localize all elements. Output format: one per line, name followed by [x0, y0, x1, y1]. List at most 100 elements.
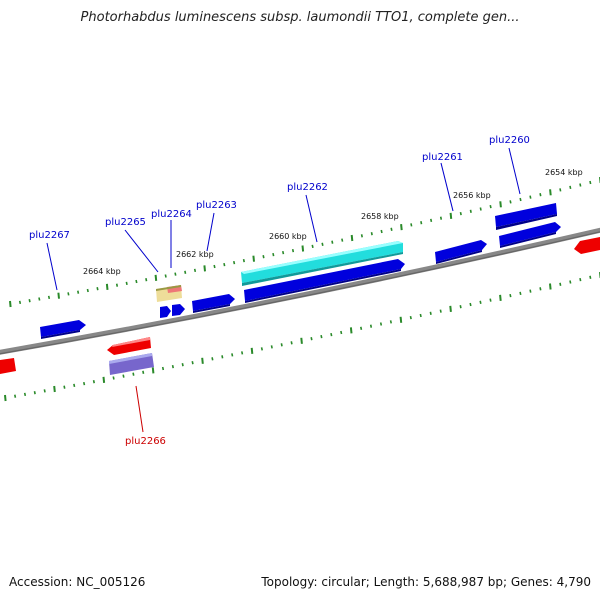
outer-ring-tick — [539, 193, 542, 197]
inner-ring-tick — [419, 313, 422, 318]
outer-ring-tick — [301, 245, 305, 252]
inner-ring-tick — [211, 357, 214, 361]
inner-ring-tick — [449, 305, 452, 312]
gene-plu2260[interactable] — [495, 203, 557, 230]
outer-ring-tick — [341, 238, 344, 242]
outer-ring-tick — [174, 272, 177, 276]
inner-ring-tick — [201, 357, 204, 364]
gene-label-plu2265[interactable]: plu2265 — [105, 217, 146, 228]
inner-ring-tick — [539, 287, 542, 291]
outer-ring-tick — [47, 295, 51, 300]
inner-ring-tick — [181, 363, 184, 367]
outer-ring-tick — [125, 281, 128, 286]
inner-ring-tick — [489, 298, 492, 302]
inner-ring-tick — [389, 320, 392, 324]
outer-ring-tick — [272, 252, 275, 257]
gene-plu2264[interactable] — [160, 304, 185, 318]
inner-ring-tick — [320, 334, 323, 339]
outer-ring-tick — [559, 188, 562, 192]
inner-ring-tick — [300, 337, 303, 344]
inner-ring-tick — [112, 376, 115, 380]
inner-ring-tick — [589, 275, 592, 279]
inner-ring-tick — [409, 315, 412, 320]
outer-ring-tick — [499, 201, 502, 208]
gene-reverse-red-1[interactable] — [107, 337, 151, 355]
gene-label-plu2264[interactable]: plu2264 — [151, 209, 192, 220]
outer-ring-tick — [370, 232, 373, 236]
outer-ring-tick — [135, 279, 138, 284]
gene-plu2263[interactable] — [192, 294, 235, 313]
callout-line-plu2267 — [46, 242, 58, 291]
gene-label-plu2266[interactable]: plu2266 — [125, 436, 166, 447]
inner-ring-tick — [439, 309, 442, 313]
gene-plu2261[interactable] — [435, 240, 487, 264]
inner-ring-tick — [250, 347, 254, 354]
outer-ring-tick — [519, 197, 522, 202]
gene-plu2265[interactable] — [156, 285, 182, 302]
inner-ring-tick — [122, 374, 125, 378]
gene-label-plu2260[interactable]: plu2260 — [489, 135, 530, 146]
inner-ring-tick — [369, 324, 373, 328]
inner-ring-tick — [151, 367, 155, 374]
inner-ring-tick — [4, 394, 7, 402]
gene-plu2266[interactable] — [109, 353, 154, 375]
gene-reverse-red-left-edge[interactable] — [0, 358, 16, 374]
outer-ring-tick — [242, 258, 245, 263]
inner-tick-ring — [4, 272, 600, 402]
inner-ring-tick — [459, 305, 462, 309]
callout-lines — [46, 147, 521, 433]
outer-ring-tick — [38, 297, 41, 301]
outer-ring-tick — [9, 300, 12, 308]
outer-ring-tick — [311, 244, 314, 249]
outer-ring-tick — [529, 195, 532, 199]
inner-ring-tick — [310, 337, 313, 341]
outer-ring-tick — [154, 274, 158, 281]
gene-plu2267[interactable] — [40, 320, 86, 339]
gene-plu2260-partner[interactable] — [499, 222, 561, 248]
inner-ring-tick — [509, 293, 512, 298]
outer-ring-tick — [203, 265, 206, 272]
inner-ring-tick — [73, 383, 76, 388]
outer-ring-tick — [28, 299, 31, 303]
inner-ring-tick — [142, 370, 145, 374]
outer-ring-tick — [350, 234, 354, 242]
callout-line-plu2265 — [124, 229, 159, 273]
outer-ring-tick — [262, 255, 265, 259]
gene-plu2262[interactable] — [241, 241, 403, 286]
gene-label-plu2262[interactable]: plu2262 — [287, 182, 328, 193]
gene-plu2262-partner[interactable] — [244, 259, 405, 303]
outer-ring-tick — [439, 216, 443, 220]
outer-ring-tick — [57, 292, 60, 299]
genome-backbone-shade — [0, 231, 600, 355]
inner-ring-tick — [280, 343, 283, 347]
outer-ring-tick — [96, 287, 99, 291]
outer-ring-tick — [390, 227, 393, 231]
ruler-label-2660: 2660 kbp — [269, 232, 307, 241]
outer-ring-tick — [193, 268, 197, 273]
gene-label-plu2261[interactable]: plu2261 — [422, 152, 463, 163]
inner-ring-tick — [479, 300, 482, 304]
callout-line-plu2263 — [206, 212, 215, 252]
inner-ring-tick — [43, 389, 46, 393]
gene-reverse-red-right-edge[interactable] — [574, 237, 600, 254]
ruler-label-2662: 2662 kbp — [176, 250, 214, 259]
inner-ring-tick — [241, 351, 244, 355]
inner-ring-tick — [559, 282, 562, 286]
outer-ring-tick — [282, 250, 285, 255]
gene-label-plu2263[interactable]: plu2263 — [196, 200, 237, 211]
callout-line-plu2266 — [135, 385, 144, 433]
outer-ring-tick — [145, 278, 148, 282]
ruler-label-2658: 2658 kbp — [361, 212, 399, 221]
inner-ring-tick — [14, 394, 17, 398]
inner-ring-tick — [33, 391, 36, 395]
inner-ring-tick — [360, 326, 363, 330]
outer-ring-tick — [459, 211, 462, 216]
inner-ring-tick — [549, 283, 552, 290]
outer-ring-tick — [410, 223, 413, 227]
gene-label-plu2267[interactable]: plu2267 — [29, 230, 70, 241]
outer-ring-tick — [291, 248, 295, 253]
outer-ring-tick — [86, 288, 89, 293]
outer-ring-tick — [430, 218, 433, 223]
